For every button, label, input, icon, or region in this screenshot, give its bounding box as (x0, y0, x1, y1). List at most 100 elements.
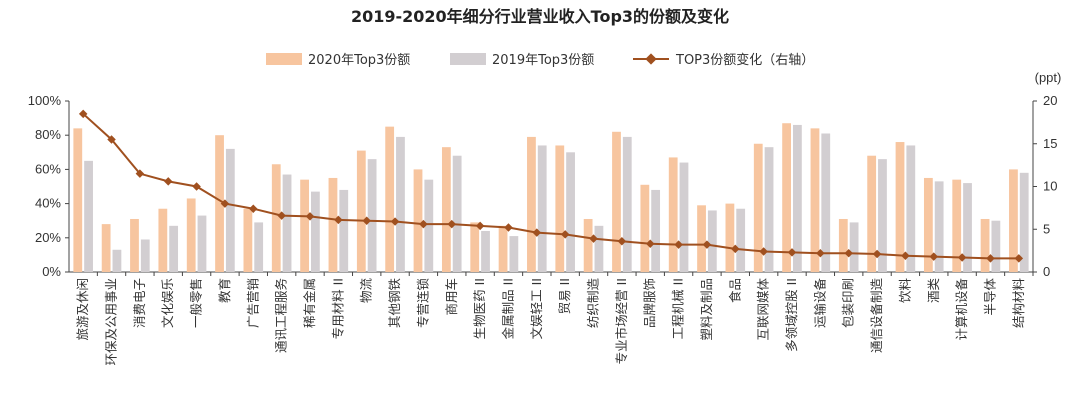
bar-2019 (225, 148, 235, 272)
bar-2020 (130, 218, 139, 272)
bar-2020 (328, 177, 338, 272)
x-category-label: 品牌服饰 (642, 278, 657, 328)
x-category-label: 半导体 (982, 278, 997, 316)
x-category-label: 计算机设备 (954, 278, 969, 341)
left-tick-label: 80% (35, 127, 61, 142)
bar-2020 (810, 128, 820, 272)
change-point (334, 215, 343, 225)
bar-2020 (356, 150, 366, 272)
x-category-label: 工程机械 II (671, 278, 686, 339)
bar-2019 (622, 136, 632, 272)
bar-2020 (186, 198, 196, 272)
legend-swatch-2020 (266, 53, 302, 65)
bar-2019 (537, 145, 547, 272)
x-category-label: 稀有金属 (302, 278, 317, 328)
bar-2019 (963, 183, 972, 272)
x-category-label: 文娱轻工 II (529, 278, 544, 339)
bar-2019 (140, 239, 150, 272)
right-tick-label: 10 (1043, 179, 1057, 194)
right-tick-label: 15 (1043, 136, 1057, 151)
change-point (78, 109, 88, 119)
bar-2020 (980, 218, 990, 272)
bar-2019 (84, 160, 93, 272)
bar-2020 (1009, 169, 1018, 272)
change-point (220, 199, 230, 208)
legend-label-2020: 2020年Top3份额 (308, 53, 410, 68)
x-category-label: 食品 (727, 278, 742, 303)
bar-2019 (566, 152, 575, 272)
right-tick-label: 0 (1043, 264, 1050, 279)
bar-2019 (991, 220, 1001, 272)
bar-2020 (612, 131, 621, 272)
bar-2019 (367, 159, 377, 272)
bar-2019 (112, 249, 122, 272)
bar-2019 (509, 236, 519, 272)
bar-2019 (452, 155, 462, 272)
bar-2019 (311, 191, 320, 272)
chart-title: 2019-2020年细分行业营业收入Top3的份额及变化 (351, 7, 729, 26)
legend: 2020年Top3份额 2019年Top3份额 TOP3份额变化（右轴） (266, 52, 814, 68)
left-tick-label: 20% (35, 230, 61, 245)
change-point (135, 169, 145, 178)
bar-2020 (498, 225, 508, 272)
x-category-label: 结构材料 (1011, 278, 1026, 329)
x-category-label: 生物医药 II (472, 278, 487, 339)
bar-2020 (838, 218, 848, 272)
x-category-label: 贸易 II (557, 278, 572, 314)
bar-2019 (339, 189, 349, 272)
bar-2019 (849, 222, 859, 272)
bar-2020 (470, 222, 480, 272)
change-point (986, 254, 995, 263)
x-category-label: 多领域控股 II (784, 278, 799, 352)
bar-2020 (753, 143, 763, 272)
change-point (419, 219, 428, 229)
x-category-label: 广告营销 (245, 278, 260, 328)
x-category-label: 互联网媒体 (756, 278, 771, 341)
bar-2020 (725, 203, 735, 272)
change-point (390, 217, 400, 226)
change-point (504, 223, 513, 232)
x-category-label: 商用车 (444, 278, 459, 316)
left-tick-label: 100% (28, 93, 62, 108)
left-tick-label: 0% (42, 264, 61, 279)
bar-2019 (906, 145, 916, 272)
x-category-label: 塑料及制品 (699, 278, 714, 341)
bar-2019 (396, 136, 405, 272)
bar-2020 (527, 136, 536, 272)
bar-2020 (697, 205, 706, 272)
left-tick-label: 40% (35, 196, 61, 211)
bar-2020 (952, 179, 962, 272)
bar-2019 (736, 208, 746, 272)
bar-2020 (271, 164, 281, 272)
plot-area: 0% 20% 40% 60% 80% 100% 0 5 10 15 20 旅游及休闲 环保及公用事业 消费… (28, 93, 1058, 366)
bar-2019 (679, 162, 689, 272)
bar-2020 (895, 142, 905, 272)
change-point (447, 219, 457, 229)
bar-2020 (413, 169, 423, 272)
bar-2020 (441, 147, 451, 272)
bar-2019 (651, 189, 661, 272)
x-category-label: 专用材料 II (330, 278, 345, 339)
x-category-label: 物流 (359, 278, 374, 304)
legend-label-2019: 2019年Top3份额 (492, 53, 594, 68)
x-category-label: 其他钢铁 (387, 278, 402, 329)
bar-2019 (481, 230, 490, 272)
x-category-label: 旅游及休闲 (75, 278, 90, 341)
x-category-label: 通讯工程服务 (274, 278, 289, 353)
x-category-label: 环保及公用事业 (104, 278, 119, 366)
x-category-label: 饮料 (897, 278, 912, 304)
x-category-label: 文化娱乐 (160, 278, 175, 328)
bar-2020 (555, 145, 565, 272)
x-category-label: 运输设备 (812, 278, 827, 329)
change-point (163, 177, 173, 186)
left-tick-label: 60% (35, 161, 61, 176)
legend-swatch-2019 (450, 53, 486, 65)
bar-2020 (215, 135, 224, 272)
bar-2019 (821, 133, 831, 272)
change-point (475, 221, 485, 231)
x-category-label: 专营连锁 (415, 278, 430, 329)
bar-2019 (707, 210, 717, 272)
bar-2019 (197, 215, 207, 272)
bar-2020 (73, 128, 83, 272)
